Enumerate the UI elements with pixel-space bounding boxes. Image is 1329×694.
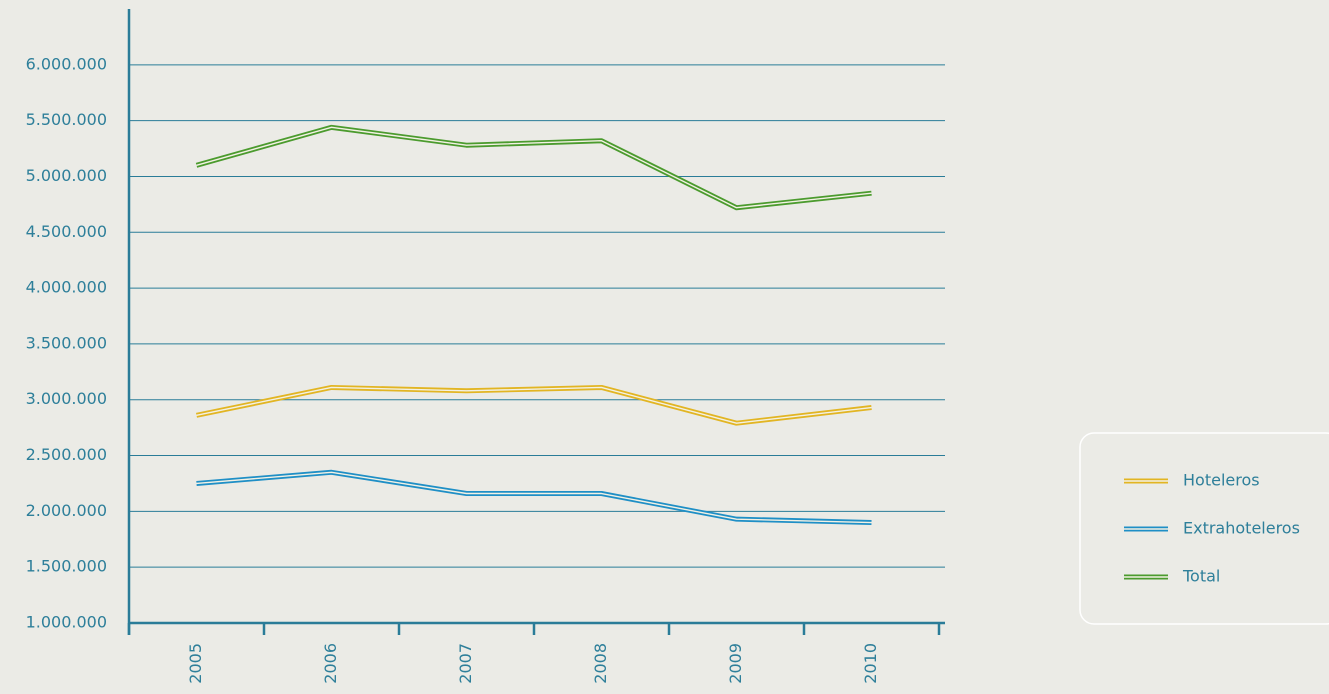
y-tick-label: 3.000.000 (26, 389, 107, 408)
x-tick-label: 2008 (591, 643, 610, 684)
y-tick-label: 6.000.000 (26, 54, 107, 73)
y-tick-label: 4.500.000 (26, 222, 107, 241)
series-line-highlight (196, 386, 872, 424)
series-line-highlight (196, 126, 872, 209)
y-tick-label: 1.500.000 (26, 557, 107, 576)
y-tick-label: 1.000.000 (26, 613, 107, 632)
legend-label: Total (1182, 567, 1220, 586)
series-line-highlight (196, 471, 872, 524)
x-tick-label: 2007 (456, 643, 475, 684)
x-tick-label: 2010 (861, 643, 880, 684)
legend-label: Hoteleros (1183, 471, 1260, 490)
legend-label: Extrahoteleros (1183, 519, 1300, 538)
y-tick-label: 2.000.000 (26, 501, 107, 520)
x-tick-label: 2005 (186, 643, 205, 684)
y-tick-label: 5.500.000 (26, 110, 107, 129)
y-tick-label: 3.500.000 (26, 333, 107, 352)
x-tick-label: 2006 (321, 643, 340, 684)
y-tick-label: 4.000.000 (26, 278, 107, 297)
legend-box (1079, 432, 1329, 625)
x-tick-label: 2009 (726, 643, 745, 684)
y-tick-label: 5.000.000 (26, 166, 107, 185)
y-tick-label: 2.500.000 (26, 445, 107, 464)
